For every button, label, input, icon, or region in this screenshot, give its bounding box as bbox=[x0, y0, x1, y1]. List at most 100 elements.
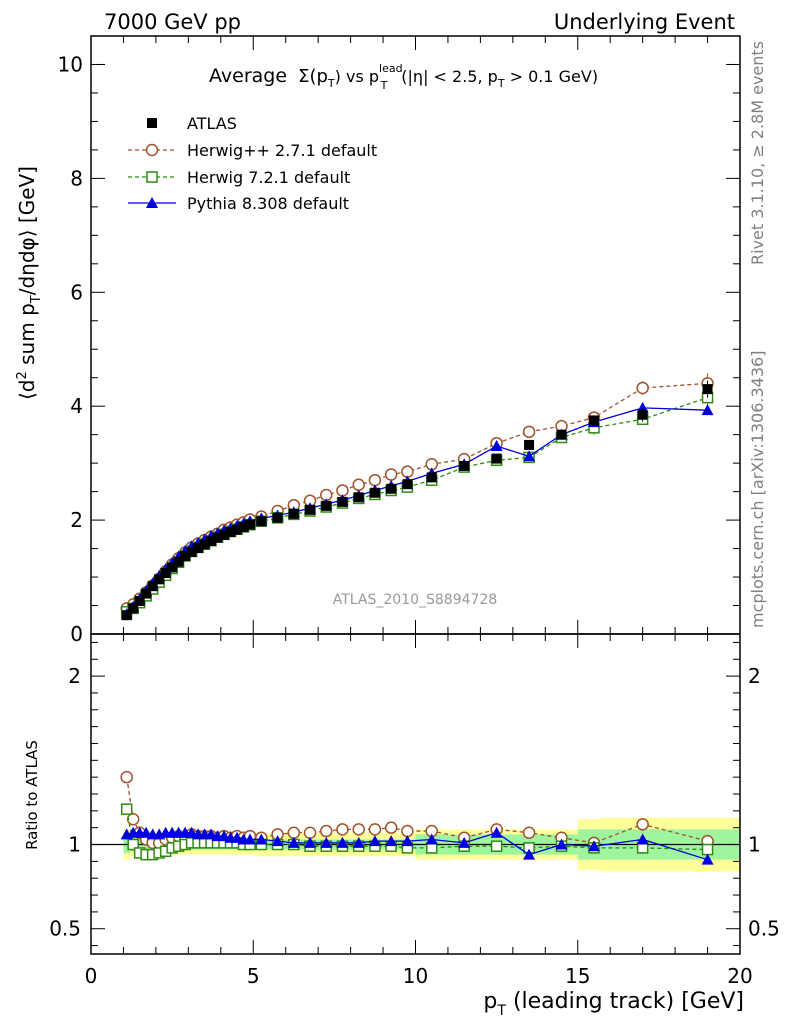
title-sup-lead: lead bbox=[379, 62, 403, 75]
data-point-atlas bbox=[128, 603, 139, 614]
ratio-point-herwigpp bbox=[126, 813, 140, 826]
ratio-series-pythia bbox=[120, 826, 714, 865]
series-line-herwig7 bbox=[126, 397, 708, 613]
data-point-atlas bbox=[288, 508, 299, 519]
main-y-tick-label: 8 bbox=[70, 166, 83, 190]
ratio-y-tick-label-right: 1 bbox=[748, 833, 761, 857]
title-cut-pt: > 0.1 GeV) bbox=[505, 67, 599, 86]
ratio-point-pythia bbox=[587, 840, 600, 852]
x-tick-label: 15 bbox=[565, 964, 590, 988]
data-point-herwigpp bbox=[636, 381, 649, 395]
data-point-pythia bbox=[701, 404, 714, 416]
ratio-plot-area bbox=[91, 770, 740, 872]
main-y-tick-label: 6 bbox=[70, 280, 83, 304]
ratio-y-tick-label-right: 2 bbox=[748, 664, 761, 688]
x-tick-label: 5 bbox=[247, 964, 260, 988]
ratio-point-herwig7 bbox=[490, 840, 503, 852]
data-point-atlas bbox=[256, 516, 267, 527]
side-label-rivet: Rivet 3.1.10, ≥ 2.8M events bbox=[748, 41, 767, 265]
legend-label-pythia: Pythia 8.308 default bbox=[187, 194, 349, 213]
title-sigma: Σ(p bbox=[298, 66, 328, 87]
xlabel-sub-t: T bbox=[496, 1003, 506, 1019]
ratio-point-herwig7 bbox=[120, 803, 133, 815]
data-point-atlas bbox=[238, 521, 249, 532]
ratio-point-pythia bbox=[523, 848, 536, 860]
x-tick-label: 0 bbox=[85, 964, 98, 988]
ylabel-sub-t: T bbox=[29, 295, 44, 304]
ratio-point-herwigpp bbox=[336, 823, 349, 836]
data-point-atlas bbox=[245, 519, 256, 530]
ratio-point-pythia bbox=[304, 836, 317, 848]
legend-entry-pythia: Pythia 8.308 default bbox=[128, 194, 349, 213]
legend-entry-herwig7: Herwig 7.2.1 default bbox=[128, 168, 350, 187]
data-point-pythia bbox=[490, 440, 503, 452]
main-title: Average Σ(pT) vs plead T (|η| < 2.5, pT > … bbox=[209, 62, 598, 92]
ratio-point-herwigpp bbox=[522, 826, 536, 839]
main-y-tick-label: 4 bbox=[70, 394, 83, 418]
data-point-atlas bbox=[491, 453, 502, 464]
title-sub-t1: T bbox=[327, 77, 335, 90]
main-plot-area bbox=[120, 373, 714, 621]
data-point-atlas bbox=[637, 409, 648, 420]
data-point-atlas bbox=[402, 479, 413, 490]
main-x-ticks bbox=[90, 36, 741, 634]
ratio-point-pythia bbox=[368, 835, 381, 847]
data-point-atlas bbox=[459, 460, 470, 471]
legend-marker-herwigpp bbox=[145, 143, 159, 157]
ratio-point-pythia bbox=[458, 836, 471, 848]
ratio-point-herwigpp bbox=[287, 826, 301, 839]
ratio-point-pythia bbox=[401, 835, 414, 847]
ratio-point-herwigpp bbox=[636, 818, 649, 831]
ratio-x-ticks: 0 5 10 15 20 bbox=[85, 634, 753, 988]
x-tick-label: 10 bbox=[403, 964, 428, 988]
ratio-point-pythia bbox=[255, 833, 268, 845]
data-point-herwigpp bbox=[368, 473, 382, 487]
data-point-atlas bbox=[426, 472, 437, 483]
ratio-point-herwigpp bbox=[368, 823, 382, 836]
data-point-atlas bbox=[588, 415, 599, 426]
data-point-atlas bbox=[141, 588, 152, 599]
series-line-herwigpp bbox=[126, 382, 708, 609]
data-point-atlas bbox=[305, 504, 316, 515]
data-point-atlas bbox=[225, 527, 236, 538]
legend-label-herwigpp: Herwig++ 2.7.1 default bbox=[187, 141, 377, 160]
ratio-point-herwigpp bbox=[352, 823, 365, 836]
series-line-pythia bbox=[126, 407, 708, 615]
ratio-panel: 0.5 0.5 1 1 2 2 0 5 10 15 20 Ratio to ATLAS pT (l… bbox=[23, 633, 780, 1019]
ratio-point-herwigpp bbox=[401, 824, 414, 838]
data-point-atlas bbox=[337, 496, 348, 507]
data-point-atlas bbox=[219, 529, 230, 540]
ratio-point-herwigpp bbox=[320, 824, 333, 838]
main-y-ticks: 0 2 4 6 8 10 bbox=[58, 35, 740, 646]
data-point-atlas bbox=[154, 574, 165, 585]
data-point-atlas bbox=[121, 610, 132, 621]
main-y-tick-label: 10 bbox=[58, 52, 83, 76]
data-point-atlas bbox=[321, 500, 332, 511]
ratio-y-tick-label-right: 0.5 bbox=[748, 917, 780, 941]
ylabel-part-c: sum p bbox=[15, 303, 39, 371]
x-tick-label: 20 bbox=[727, 964, 752, 988]
data-point-atlas bbox=[206, 536, 217, 547]
main-y-tick-label: 2 bbox=[70, 508, 83, 532]
title-vs-p: ) vs p bbox=[335, 67, 379, 86]
side-label-mcplots: mcplots.cern.ch [arXiv:1306.3436] bbox=[748, 351, 767, 628]
ylabel-sup-2: 2 bbox=[15, 371, 30, 379]
ratio-point-herwig7 bbox=[127, 838, 139, 851]
ratio-point-pythia bbox=[320, 836, 333, 848]
ratio-point-herwig7 bbox=[701, 843, 714, 856]
ratio-point-pythia bbox=[555, 838, 568, 850]
title-average: Average bbox=[209, 65, 287, 87]
ratio-y-tick-label: 1 bbox=[68, 833, 81, 857]
legend-entry-herwigpp: Herwig++ 2.7.1 default bbox=[128, 141, 377, 160]
ratio-point-pythia bbox=[425, 833, 438, 845]
ratio-y-tick-label: 2 bbox=[68, 664, 81, 688]
data-point-atlas bbox=[134, 595, 145, 606]
main-y-label: ⟨d2 sum pT/dηdφ⟩ [GeV] bbox=[15, 166, 44, 400]
data-point-atlas bbox=[272, 512, 283, 523]
legend-marker-pythia bbox=[146, 197, 158, 208]
ratio-point-herwigpp bbox=[120, 770, 133, 784]
data-point-herwigpp bbox=[522, 425, 536, 439]
data-point-pythia bbox=[523, 450, 536, 462]
